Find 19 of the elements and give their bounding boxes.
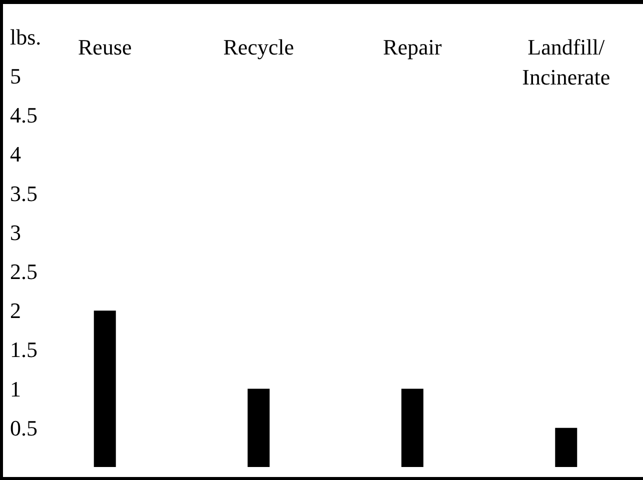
x-tick-label: Reuse <box>78 34 132 60</box>
y-tick-label: 3.5 <box>10 180 38 206</box>
bar <box>401 388 424 467</box>
y-tick-label: 0.5 <box>10 415 38 440</box>
x-tick-label: Repair <box>383 34 442 60</box>
y-tick-label: 5 <box>10 64 21 88</box>
y-tick-label: 1 <box>10 376 21 402</box>
y-tick-label: 2.5 <box>10 259 38 284</box>
y-tick-label: 4.5 <box>10 102 38 128</box>
y-tick-label: 2 <box>10 298 21 324</box>
y-tick-label: 4 <box>10 142 21 167</box>
bar <box>248 388 270 467</box>
y-tick-label: 3 <box>10 220 21 245</box>
x-tick-label: Recycle <box>223 34 294 60</box>
bar <box>94 310 116 467</box>
y-axis-title: lbs. <box>10 24 42 50</box>
x-tick-label: Landfill/ Incinerate <box>522 34 610 90</box>
y-tick-label: 1.5 <box>10 337 38 362</box>
bar <box>555 428 578 467</box>
